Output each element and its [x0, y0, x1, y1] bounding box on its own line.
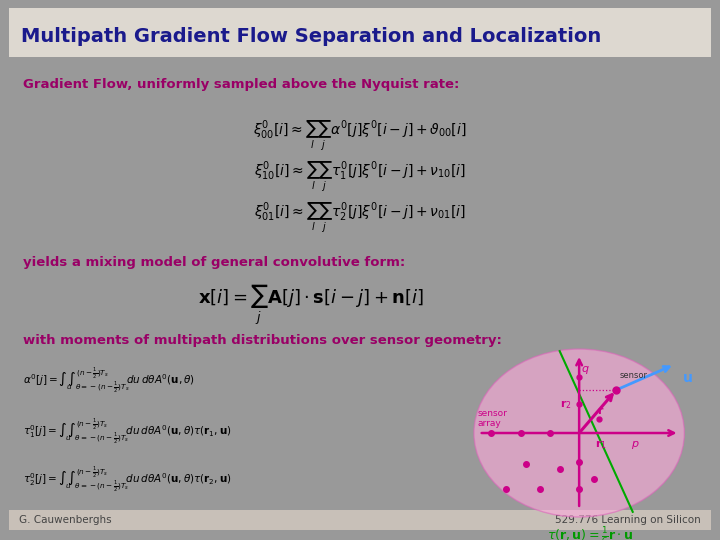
- Text: $p$: $p$: [631, 440, 640, 451]
- Ellipse shape: [474, 349, 684, 517]
- Text: $\tau(\mathbf{r},\mathbf{u}) = \frac{1}{c}\mathbf{r}\cdot\mathbf{u}$: $\tau(\mathbf{r},\mathbf{u}) = \frac{1}{…: [546, 525, 633, 540]
- Text: 529.776 Learning on Silicon: 529.776 Learning on Silicon: [555, 515, 701, 525]
- Text: $\tau_2^0[j]=\int_u\!\!\int_{\theta=-(n-\frac{1}{2})T_s}^{(n-\frac{1}{2})T_s} \!: $\tau_2^0[j]=\int_u\!\!\int_{\theta=-(n-…: [23, 466, 232, 494]
- Text: $\mathbf{r}$: $\mathbf{r}$: [597, 405, 604, 416]
- Text: $\alpha^0[j]=\int_u\!\!\int_{\theta=-(n-\frac{1}{2})T_s}^{(n-\frac{1}{2})T_s} \!: $\alpha^0[j]=\int_u\!\!\int_{\theta=-(n-…: [23, 367, 195, 395]
- Text: G. Cauwenberghs: G. Cauwenberghs: [19, 515, 112, 525]
- Text: Gradient Flow, uniformly sampled above the Nyquist rate:: Gradient Flow, uniformly sampled above t…: [23, 78, 459, 91]
- Text: $\mathbf{r}_2$: $\mathbf{r}_2$: [559, 398, 572, 411]
- Text: yields a mixing model of general convolutive form:: yields a mixing model of general convolu…: [23, 256, 405, 269]
- Text: $q$: $q$: [580, 363, 589, 375]
- Bar: [9, 510, 711, 530]
- Text: with moments of multipath distributions over sensor geometry:: with moments of multipath distributions …: [23, 334, 502, 347]
- Bar: [9, 8, 711, 57]
- Text: $\mathbf{u}$: $\mathbf{u}$: [683, 371, 693, 384]
- Text: $\mathbf{x}[i] = \sum_j \mathbf{A}[j] \cdot \mathbf{s}[i-j] + \mathbf{n}[i]$: $\mathbf{x}[i] = \sum_j \mathbf{A}[j] \c…: [198, 282, 424, 327]
- Text: $\tau_1^0[j]=\int_u\!\!\int_{\theta=-(n-\frac{1}{2})T_s}^{(n-\frac{1}{2})T_s} \!: $\tau_1^0[j]=\int_u\!\!\int_{\theta=-(n-…: [23, 417, 232, 446]
- Text: sensor: sensor: [620, 371, 648, 380]
- Text: sensor
array: sensor array: [478, 409, 508, 428]
- Text: Multipath Gradient Flow Separation and Localization: Multipath Gradient Flow Separation and L…: [21, 27, 601, 46]
- Text: $\xi_{01}^0[i] \approx \sum_l \sum_j \tau_2^0[j]\xi^0[i-j]+\nu_{01}[i]$: $\xi_{01}^0[i] \approx \sum_l \sum_j \ta…: [254, 200, 466, 235]
- Text: $\xi_{00}^0[i] \approx \sum_l \sum_j \alpha^0[j]\xi^0[i-j]+\vartheta_{00}[i]$: $\xi_{00}^0[i] \approx \sum_l \sum_j \al…: [253, 119, 467, 153]
- Text: $\xi_{10}^0[i] \approx \sum_l \sum_j \tau_1^0[j]\xi^0[i-j]+\nu_{10}[i]$: $\xi_{10}^0[i] \approx \sum_l \sum_j \ta…: [254, 160, 466, 194]
- Text: $\mathbf{r}_1$: $\mathbf{r}_1$: [595, 438, 606, 451]
